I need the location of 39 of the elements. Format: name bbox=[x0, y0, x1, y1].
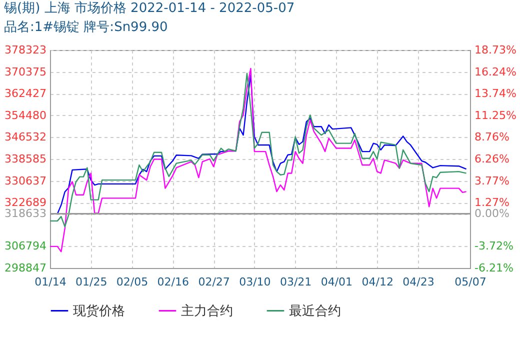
x-tick-label: 04/23 bbox=[402, 276, 434, 288]
legend-label: 主力合约 bbox=[181, 302, 233, 319]
x-tick-label: 03/21 bbox=[280, 276, 312, 288]
y2-tick-label: -6.21% bbox=[474, 262, 514, 274]
y-tick-label: 330637 bbox=[4, 174, 46, 188]
y2-tick-label: 8.76% bbox=[474, 130, 510, 144]
x-tick-label: 02/27 bbox=[198, 276, 230, 288]
x-tick-label: 05/07 bbox=[454, 276, 486, 288]
y2-tick-label: 11.25% bbox=[474, 108, 516, 122]
y-tick-label: 378323 bbox=[4, 44, 46, 56]
y2-tick-label: 13.74% bbox=[474, 87, 516, 100]
x-tick-label: 02/05 bbox=[116, 276, 148, 288]
chart-title: 锡(期) 上海 市场价格 2022-01-14 - 2022-05-07 bbox=[3, 1, 295, 16]
y2-tick-label: 3.77% bbox=[474, 174, 510, 188]
line-series bbox=[49, 68, 467, 252]
y-tick-label: 318633 bbox=[4, 207, 46, 220]
y2-tick-label: 0.00% bbox=[474, 207, 510, 220]
chart-subtitle: 品名:1#锡锭 牌号:Sn99.90 bbox=[4, 20, 168, 35]
y2-tick-label: 18.73% bbox=[474, 44, 516, 56]
y-tick-label: 370375 bbox=[4, 65, 46, 78]
x-tick-label: 04/12 bbox=[362, 276, 394, 288]
x-tick-label: 04/01 bbox=[320, 276, 353, 288]
x-tick-label: 01/14 bbox=[34, 276, 66, 288]
legend-label: 现货价格 bbox=[73, 304, 125, 319]
y2-tick-label: -3.72% bbox=[474, 240, 514, 253]
y-tick-label: 362427 bbox=[4, 87, 46, 100]
y2-tick-label: 16.24% bbox=[474, 65, 516, 78]
y2-tick-label: 1.27% bbox=[474, 196, 510, 210]
y-tick-label: 298847 bbox=[4, 262, 46, 274]
y-tick-label: 322689 bbox=[4, 196, 46, 210]
x-tick-label: 01/25 bbox=[76, 276, 108, 288]
y2-tick-label: 6.26% bbox=[474, 152, 510, 166]
legend-label: 最近合约 bbox=[289, 304, 341, 319]
y-tick-label: 338585 bbox=[4, 152, 46, 166]
y-tick-label: 346532 bbox=[4, 130, 46, 144]
y-tick-label: 306794 bbox=[4, 240, 46, 253]
x-tick-label: 03/10 bbox=[239, 276, 271, 288]
y-tick-label: 354480 bbox=[4, 108, 46, 122]
x-tick-label: 02/16 bbox=[157, 276, 190, 288]
